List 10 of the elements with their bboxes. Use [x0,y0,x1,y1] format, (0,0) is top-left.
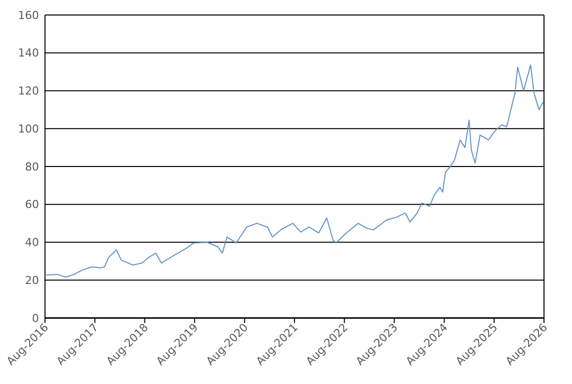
y-tick-label: 100 [18,122,39,136]
y-tick-label: 0 [32,312,39,325]
y-tick-label: 120 [18,84,39,98]
line-series [44,64,544,278]
y-tick-label: 60 [25,198,39,212]
y-tick-label: 40 [25,236,39,250]
y-tick-label: 20 [25,274,39,287]
y-tick-label: 80 [25,160,39,174]
y-tick-label: 140 [18,46,39,60]
y-tick-label: 160 [18,8,39,22]
